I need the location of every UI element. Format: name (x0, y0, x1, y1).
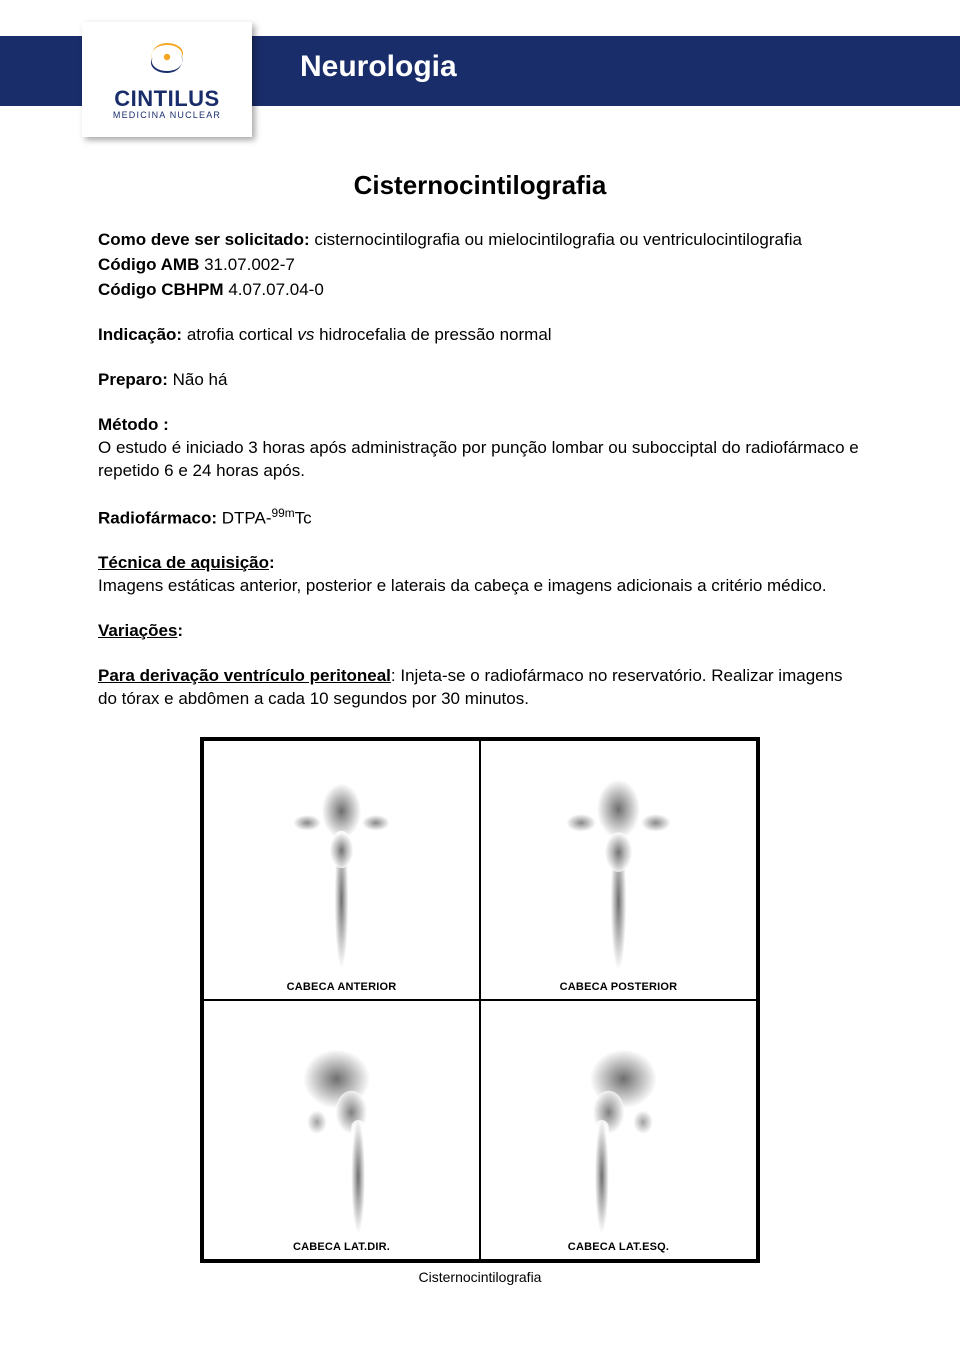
logo-brand-text: CINTILUS (114, 86, 219, 112)
tecnica-block: Técnica de aquisição: Imagens estáticas … (98, 552, 862, 598)
codigo-amb-line: Código AMB 31.07.002-7 (98, 254, 862, 277)
radiofarmaco-post: Tc (295, 508, 312, 527)
tecnica-label: Técnica de aquisição (98, 553, 269, 572)
solicitado-label: Como deve ser solicitado: (98, 230, 310, 249)
scan-cell-anterior: CABECA ANTERIOR (203, 740, 480, 1000)
tecnica-text: Imagens estáticas anterior, posterior e … (98, 575, 862, 598)
radiofarmaco-block: Radiofármaco: DTPA-99mTc (98, 505, 862, 531)
metodo-block: Método : O estudo é iniciado 3 horas apó… (98, 414, 862, 483)
scan-caption: CABECA POSTERIOR (481, 981, 756, 993)
solicitado-text: cisternocintilografia ou mielocintilogra… (310, 230, 802, 249)
scan-caption: CABECA LAT.DIR. (204, 1241, 479, 1253)
header-title: Neurologia (300, 50, 457, 84)
scan-grid: CABECA ANTERIOR CABECA POSTERIOR (200, 737, 760, 1263)
scan-caption: CABECA ANTERIOR (204, 981, 479, 993)
codigo-amb-value: 31.07.002-7 (199, 255, 294, 274)
solicitado-line: Como deve ser solicitado: cisternocintil… (98, 229, 862, 252)
radiofarmaco-sup: 99m (272, 506, 295, 520)
scan-cell-lat-esq: CABECA LAT.ESQ. (480, 1000, 757, 1260)
variacoes-block: Variações: (98, 620, 862, 643)
indicacao-text-post: hidrocefalia de pressão normal (314, 325, 551, 344)
radiofarmaco-pre: DTPA- (217, 508, 271, 527)
variacoes-label: Variações (98, 621, 177, 640)
metodo-label: Método : (98, 414, 862, 437)
preparo-text: Não há (168, 370, 228, 389)
page: Neurologia CINTILUS MEDICINA NUCLEAR Cis… (0, 0, 960, 1297)
indicacao-block: Indicação: atrofia cortical vs hidrocefa… (98, 324, 862, 347)
codigo-cbhpm-label: Código CBHPM (98, 280, 224, 299)
scan-cell-lat-dir: CABECA LAT.DIR. (203, 1000, 480, 1260)
document-title: Cisternocintilografia (98, 170, 862, 201)
indicacao-text-italic: vs (297, 325, 314, 344)
preparo-label: Preparo: (98, 370, 168, 389)
footer-caption: Cisternocintilografia (98, 1269, 862, 1297)
document-body: Cisternocintilografia Como deve ser soli… (0, 0, 960, 1297)
scan-cell-posterior: CABECA POSTERIOR (480, 740, 757, 1000)
logo-subtitle-text: MEDICINA NUCLEAR (113, 110, 221, 120)
logo-box: CINTILUS MEDICINA NUCLEAR (82, 22, 252, 137)
codigo-cbhpm-line: Código CBHPM 4.07.07.04-0 (98, 279, 862, 302)
derivacao-block: Para derivação ventrículo peritoneal: In… (98, 665, 862, 711)
radiofarmaco-label: Radiofármaco: (98, 508, 217, 527)
derivacao-label: Para derivação ventrículo peritoneal (98, 666, 391, 685)
codigo-amb-label: Código AMB (98, 255, 199, 274)
preparo-block: Preparo: Não há (98, 369, 862, 392)
indicacao-text-pre: atrofia cortical (187, 325, 298, 344)
codigo-cbhpm-value: 4.07.07.04-0 (224, 280, 324, 299)
scan-caption: CABECA LAT.ESQ. (481, 1241, 756, 1253)
indicacao-label: Indicação: (98, 325, 187, 344)
metodo-text: O estudo é iniciado 3 horas após adminis… (98, 437, 862, 483)
logo-swirl-icon (145, 39, 189, 82)
